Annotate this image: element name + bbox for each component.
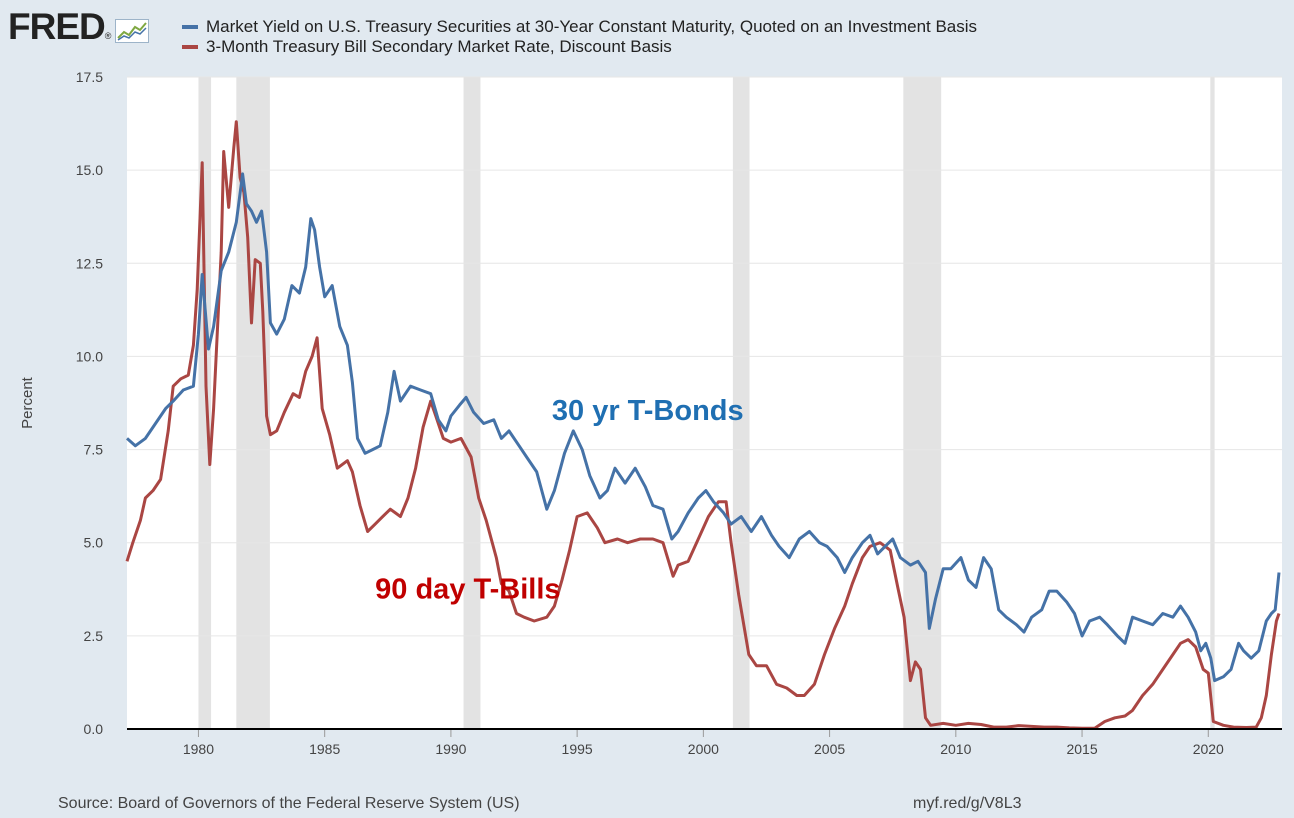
y-axis-label: Percent bbox=[19, 376, 36, 429]
legend-swatch-3mo bbox=[182, 45, 198, 49]
x-axis-ticks: 1980 1985 1990 1995 2000 2005 2010 2015 2020 bbox=[183, 729, 1224, 757]
x-tick-label: 2005 bbox=[814, 741, 845, 757]
y-tick-label: 12.5 bbox=[76, 255, 103, 271]
chart-header: FRED ® Market Yield on U.S. Treasury Sec… bbox=[0, 0, 1294, 68]
x-tick-label: 1995 bbox=[562, 741, 593, 757]
x-tick-label: 1990 bbox=[435, 741, 466, 757]
x-tick-label: 2000 bbox=[688, 741, 719, 757]
annotation-30yr: 30 yr T-Bonds bbox=[552, 395, 744, 427]
y-tick-label: 10.0 bbox=[76, 348, 103, 364]
annotation-90day: 90 day T-Bills bbox=[375, 574, 560, 606]
recession-band-2 bbox=[463, 77, 481, 729]
y-tick-label: 17.5 bbox=[76, 69, 103, 85]
x-tick-label: 2020 bbox=[1193, 741, 1224, 757]
source-note: Source: Board of Governors of the Federa… bbox=[58, 795, 520, 812]
chart-logo-icon bbox=[115, 19, 150, 43]
recession-band-0 bbox=[198, 77, 212, 729]
x-tick-label: 2015 bbox=[1066, 741, 1097, 757]
x-tick-label: 1985 bbox=[309, 741, 340, 757]
y-tick-label: 2.5 bbox=[84, 628, 104, 644]
y-tick-label: 15.0 bbox=[76, 162, 103, 178]
legend-label-3mo: 3-Month Treasury Bill Secondary Market R… bbox=[206, 37, 672, 56]
y-tick-label: 5.0 bbox=[84, 535, 104, 551]
y-axis-ticks: 0.0 2.5 5.0 7.5 10.0 12.5 15.0 17.5 bbox=[76, 69, 103, 737]
series-line-30yr bbox=[126, 172, 1281, 683]
legend-swatch-30yr bbox=[182, 25, 198, 29]
x-tick-label: 1980 bbox=[183, 741, 214, 757]
y-tick-label: 0.0 bbox=[84, 721, 104, 737]
annotations: 30 yr T-Bonds 90 day T-Bills bbox=[375, 395, 744, 606]
recession-band-3 bbox=[732, 77, 750, 729]
y-tick-label: 7.5 bbox=[84, 442, 104, 458]
fred-logo[interactable]: FRED ® bbox=[8, 6, 150, 47]
legend-item-3mo[interactable]: 3-Month Treasury Bill Secondary Market R… bbox=[182, 37, 672, 57]
legend-label-30yr: Market Yield on U.S. Treasury Securities… bbox=[206, 17, 978, 36]
logo-text: FRED bbox=[8, 6, 106, 47]
legend-item-30yr[interactable]: Market Yield on U.S. Treasury Securities… bbox=[182, 17, 977, 37]
logo-mark: ® bbox=[104, 31, 112, 41]
recession-band-5 bbox=[1210, 77, 1215, 729]
x-tick-label: 2010 bbox=[940, 741, 971, 757]
short-link[interactable]: myf.red/g/V8L3 bbox=[913, 795, 1022, 812]
gridlines bbox=[127, 76, 1282, 637]
recession-band-4 bbox=[903, 77, 942, 729]
recession-bands bbox=[198, 77, 1215, 729]
